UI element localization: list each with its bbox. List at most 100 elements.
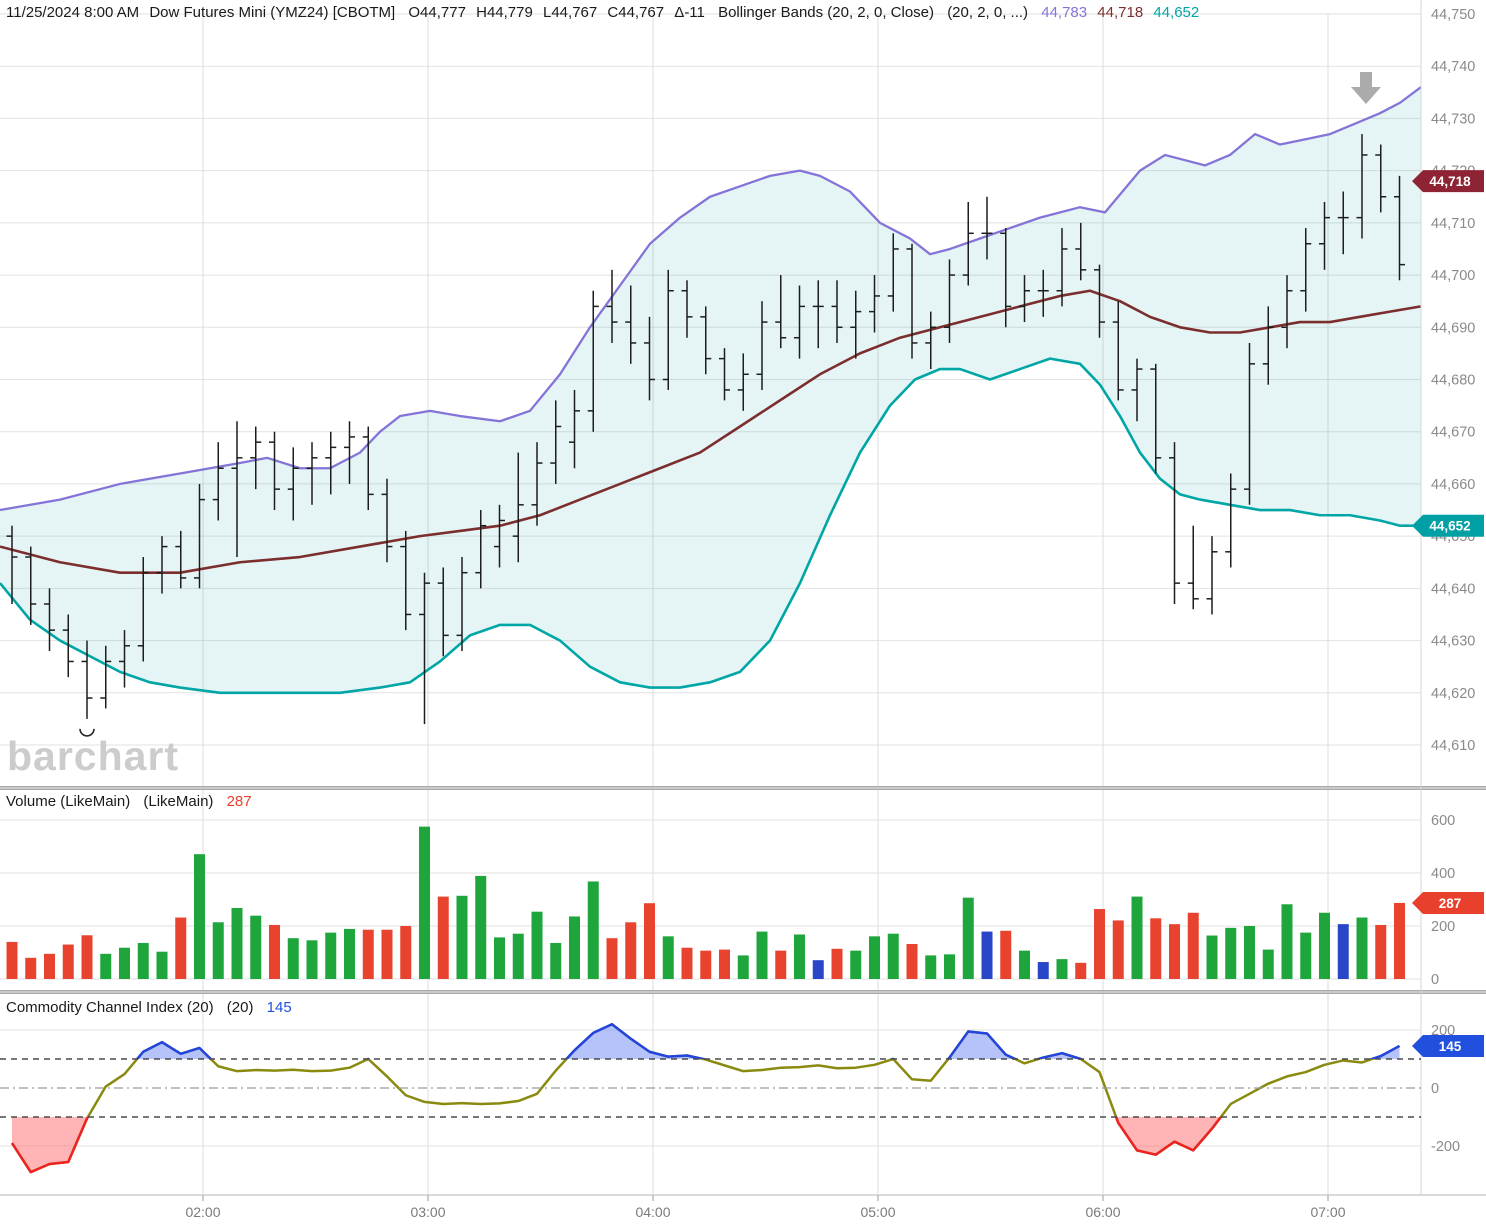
volume-bar[interactable]	[550, 942, 562, 979]
volume-bar[interactable]	[1300, 932, 1312, 979]
volume-bar[interactable]	[400, 926, 412, 979]
ohlc-bar[interactable]	[1169, 442, 1180, 605]
volume-bar[interactable]	[1037, 962, 1049, 979]
ohlc-bar[interactable]	[1356, 134, 1368, 239]
ohlc-bar[interactable]	[475, 510, 487, 589]
volume-bar[interactable]	[1394, 902, 1405, 979]
ohlc-bar[interactable]	[381, 478, 393, 563]
volume-bar[interactable]	[25, 957, 37, 979]
volume-bar[interactable]	[419, 826, 430, 979]
right-axis[interactable]: 44,75044,74044,73044,72044,71044,70044,6…	[1431, 7, 1475, 1155]
ohlc-bar[interactable]	[531, 442, 543, 526]
volume-bar[interactable]	[569, 916, 580, 979]
volume-bar[interactable]	[269, 924, 280, 979]
ohlc-bar[interactable]	[1037, 269, 1049, 317]
volume-bar[interactable]	[175, 917, 187, 979]
volume-bar[interactable]	[494, 937, 505, 979]
volume-bar[interactable]	[812, 960, 824, 979]
ohlc-bar[interactable]	[794, 285, 805, 359]
volume-bar[interactable]	[1244, 926, 1255, 979]
volume-bar[interactable]	[944, 954, 955, 979]
ohlc-bar[interactable]	[269, 431, 280, 511]
volume-bar[interactable]	[1094, 909, 1105, 979]
ohlc-bar[interactable]	[756, 301, 768, 390]
volume-bar[interactable]	[119, 947, 130, 979]
ohlc-bar[interactable]	[1281, 275, 1293, 349]
volume-bar[interactable]	[887, 933, 899, 979]
ohlc-bar[interactable]	[700, 306, 712, 375]
ohlc-bar[interactable]	[737, 353, 749, 411]
down-arrow-icon[interactable]	[1351, 72, 1381, 104]
volume-bar[interactable]	[606, 938, 618, 979]
cci-title[interactable]: Commodity Channel Index (20)	[6, 999, 214, 1016]
ohlc-bar[interactable]	[119, 630, 130, 688]
volume-bar[interactable]	[662, 936, 674, 979]
ohlc-bar[interactable]	[25, 546, 37, 625]
volume-bar[interactable]	[437, 896, 449, 979]
volume-bar[interactable]	[456, 895, 468, 979]
ohlc-bar[interactable]	[1244, 342, 1255, 505]
ohlc-bar[interactable]	[81, 640, 93, 719]
ohlc-bar[interactable]	[569, 389, 580, 469]
volume-bar[interactable]	[1356, 917, 1368, 979]
ohlc-bar[interactable]	[512, 452, 524, 563]
ohlc-bar[interactable]	[1019, 275, 1030, 323]
ohlc-bar[interactable]	[775, 275, 787, 349]
panel-divider[interactable]	[0, 990, 1486, 994]
volume-bar[interactable]	[231, 907, 243, 979]
cci-title-2[interactable]: (20)	[226, 999, 254, 1016]
volume-bar[interactable]	[1019, 950, 1030, 979]
ohlc-bar[interactable]	[981, 196, 993, 260]
ohlc-bar[interactable]	[44, 588, 55, 652]
ohlc-bar[interactable]	[175, 530, 187, 589]
ohlc-bar[interactable]	[194, 483, 205, 589]
volume-bar[interactable]	[756, 931, 768, 979]
volume-bar[interactable]	[137, 942, 149, 979]
volume-bar[interactable]	[194, 854, 205, 979]
ohlc-bar[interactable]	[1075, 222, 1087, 281]
volume-bar[interactable]	[700, 950, 712, 979]
volume-bar[interactable]	[531, 911, 543, 979]
badge-cci[interactable]: 145	[1412, 1034, 1484, 1057]
volume-bar[interactable]	[1337, 924, 1349, 979]
volume-bar[interactable]	[44, 953, 55, 979]
ohlc-bar[interactable]	[212, 442, 224, 521]
ohlc-bar[interactable]	[494, 504, 505, 568]
volume-bar[interactable]	[925, 955, 937, 979]
volume-bar[interactable]	[325, 932, 337, 979]
ohlc-bar[interactable]	[1056, 228, 1068, 307]
ohlc-bar[interactable]	[437, 567, 449, 657]
volume-bar[interactable]	[1000, 930, 1012, 979]
ohlc-bar[interactable]	[1000, 228, 1012, 328]
ohlc-bar[interactable]	[1150, 363, 1162, 474]
volume-bar[interactable]	[1056, 959, 1068, 979]
ohlc-bar[interactable]	[344, 421, 355, 484]
volume-bar[interactable]	[737, 955, 749, 979]
ohlc-bar[interactable]	[250, 426, 262, 490]
time-axis[interactable]: 02:00 03:00 04:00 05:00 06:00 07:00	[185, 1195, 1346, 1220]
volume-bar[interactable]	[1150, 918, 1162, 979]
volume-bar[interactable]	[287, 938, 299, 979]
ohlc-bar[interactable]	[662, 269, 674, 390]
volume-bar[interactable]	[1112, 920, 1124, 979]
ohlc-bar[interactable]	[1375, 144, 1387, 213]
ohlc-bar[interactable]	[1131, 358, 1143, 422]
volume-bar[interactable]	[344, 928, 355, 979]
ohlc-bar[interactable]	[1319, 201, 1330, 270]
volume-bar[interactable]	[306, 940, 318, 979]
ohlc-bar[interactable]	[1300, 228, 1312, 312]
volume-bar[interactable]	[1281, 904, 1293, 979]
indicator-label-2[interactable]: (20, 2, 0, ...)	[947, 4, 1029, 21]
volume-bar[interactable]	[100, 953, 112, 979]
volume-bar[interactable]	[250, 915, 262, 979]
ohlc-bar[interactable]	[606, 269, 618, 343]
volume-bar[interactable]	[681, 947, 693, 979]
volume-bar[interactable]	[1169, 924, 1180, 979]
ohlc-bar[interactable]	[719, 348, 730, 401]
ohlc-bar[interactable]	[6, 525, 18, 605]
ohlc-bar[interactable]	[887, 233, 899, 312]
volume-bar[interactable]	[850, 950, 862, 979]
volume-bar[interactable]	[794, 934, 805, 979]
ohlc-bar[interactable]	[231, 421, 243, 558]
